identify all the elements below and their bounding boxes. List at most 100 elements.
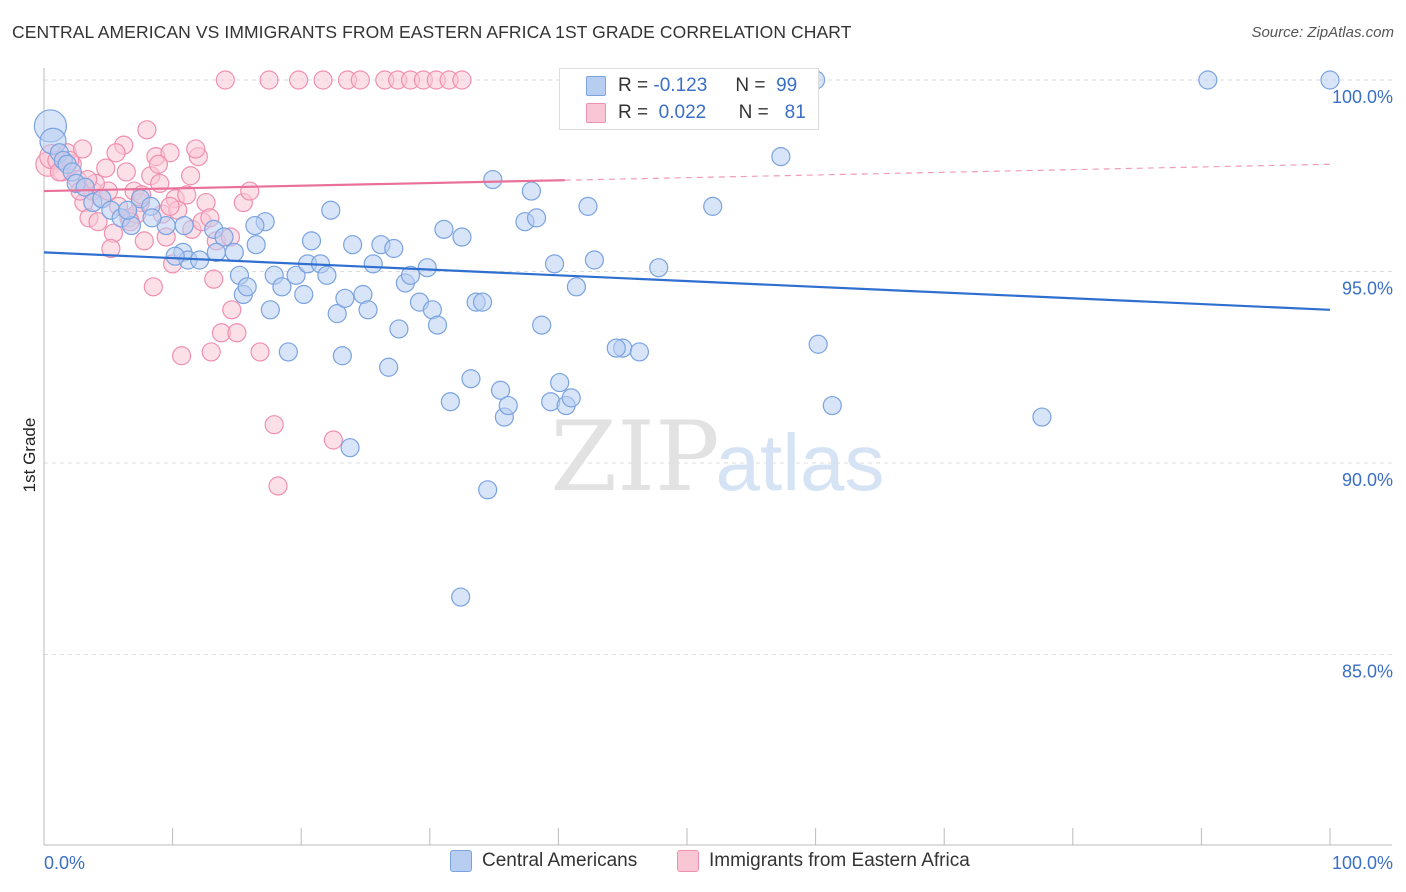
point-eastern-africa (264, 415, 284, 435)
point-central-americans (532, 315, 552, 335)
trend-line-eastern-africa (43, 179, 565, 193)
point-central-americans (321, 200, 341, 220)
point-central-americans (434, 219, 454, 239)
point-eastern-africa (116, 162, 136, 182)
legend-n-label: N = (738, 102, 769, 123)
point-central-americans (451, 587, 471, 607)
legend-r-value: -0.123 (653, 75, 708, 96)
data-points (33, 70, 1340, 607)
point-central-americans (327, 304, 347, 324)
point-central-americans (260, 300, 280, 320)
legend-r-label: R = (618, 102, 649, 123)
point-eastern-africa (250, 342, 270, 362)
point-eastern-africa (106, 143, 126, 163)
point-eastern-africa (222, 300, 242, 320)
y-tick-label: 100.0% (1332, 87, 1393, 107)
point-central-americans (75, 177, 95, 197)
point-eastern-africa (323, 430, 343, 450)
grid-lines (44, 79, 1392, 655)
point-central-americans (566, 277, 587, 297)
legend-label: Immigrants from Eastern Africa (709, 850, 970, 871)
point-central-americans (1032, 407, 1052, 427)
legend-item-central-americans[interactable]: Central Americans (450, 850, 637, 872)
point-eastern-africa (227, 323, 247, 343)
point-eastern-africa (160, 196, 180, 216)
legend-r-label: R = (618, 75, 649, 96)
point-central-americans (379, 357, 399, 377)
point-eastern-africa (72, 139, 93, 159)
legend-swatch (450, 850, 472, 872)
point-central-americans (490, 380, 511, 400)
point-central-americans (389, 319, 409, 339)
point-central-americans (294, 284, 314, 305)
point-central-americans (521, 181, 541, 201)
axes (43, 68, 1392, 846)
point-central-americans (142, 208, 162, 228)
legend-n-label: N = (735, 75, 766, 96)
point-central-americans (629, 342, 650, 362)
point-central-americans (649, 258, 669, 278)
point-eastern-africa (313, 70, 333, 90)
legend-swatch (677, 850, 699, 872)
point-central-americans (384, 238, 404, 259)
point-central-americans (808, 334, 828, 354)
source-label: Source: ZipAtlas.com (1251, 24, 1394, 41)
point-central-americans (427, 315, 448, 335)
point-central-americans (174, 215, 194, 236)
point-eastern-africa (181, 166, 201, 186)
point-central-americans (335, 288, 355, 308)
legend-row-pink: R = 0.022 N = 81 (560, 100, 806, 126)
point-central-americans (544, 254, 565, 274)
legend-n-value: 99 (776, 75, 798, 96)
legend-swatch-pink (586, 103, 606, 123)
watermark-atlas: atlas (716, 418, 885, 507)
point-central-americans (245, 215, 265, 236)
y-tick-label: 95.0% (1342, 279, 1393, 299)
legend-n-value: 81 (784, 102, 806, 123)
watermark: ZIP atlas (550, 401, 884, 513)
y-tick-label: 90.0% (1342, 470, 1393, 490)
point-eastern-africa (96, 158, 116, 178)
stats-legend: R = -0.123 N = 99 R = 0.022 N = 81 (559, 68, 819, 130)
point-central-americans (206, 242, 226, 262)
point-central-americans (332, 346, 352, 366)
tick-labels: 100.0% 95.0% 90.0% 85.0% 0.0% 100.0% (44, 87, 1393, 873)
point-eastern-africa (350, 70, 370, 90)
legend-item-eastern-africa[interactable]: Immigrants from Eastern Africa (677, 850, 970, 872)
point-central-americans (483, 169, 503, 190)
point-central-americans (272, 277, 292, 297)
point-central-americans (606, 338, 626, 358)
point-central-americans (578, 196, 598, 216)
point-eastern-africa (101, 238, 121, 259)
point-central-americans (584, 250, 605, 270)
legend-label: Central Americans (482, 850, 638, 871)
point-central-americans (340, 438, 360, 458)
point-central-americans (400, 265, 421, 285)
point-central-americans (452, 227, 472, 247)
point-central-americans (214, 227, 234, 247)
point-central-americans (498, 395, 518, 416)
series-legend: Central Americans Immigrants from Easter… (0, 850, 1406, 878)
point-central-americans (822, 395, 842, 416)
point-central-americans (278, 342, 298, 362)
point-central-americans (358, 300, 378, 320)
point-eastern-africa (137, 120, 157, 140)
point-central-americans (224, 242, 244, 262)
point-eastern-africa (143, 277, 163, 297)
point-central-americans (417, 258, 437, 278)
point-central-americans (246, 235, 266, 255)
point-central-americans (165, 246, 185, 266)
point-central-americans (440, 392, 460, 412)
point-central-americans (237, 277, 257, 297)
point-central-americans (472, 292, 493, 312)
point-central-americans (1320, 70, 1340, 90)
point-central-americans (117, 200, 138, 220)
point-eastern-africa (452, 70, 472, 90)
point-eastern-africa (201, 342, 221, 362)
point-eastern-africa (186, 139, 206, 159)
point-central-americans (461, 369, 481, 389)
trend-line-eastern-africa-extension (564, 163, 1331, 181)
point-eastern-africa (289, 70, 309, 90)
point-eastern-africa (240, 181, 260, 201)
